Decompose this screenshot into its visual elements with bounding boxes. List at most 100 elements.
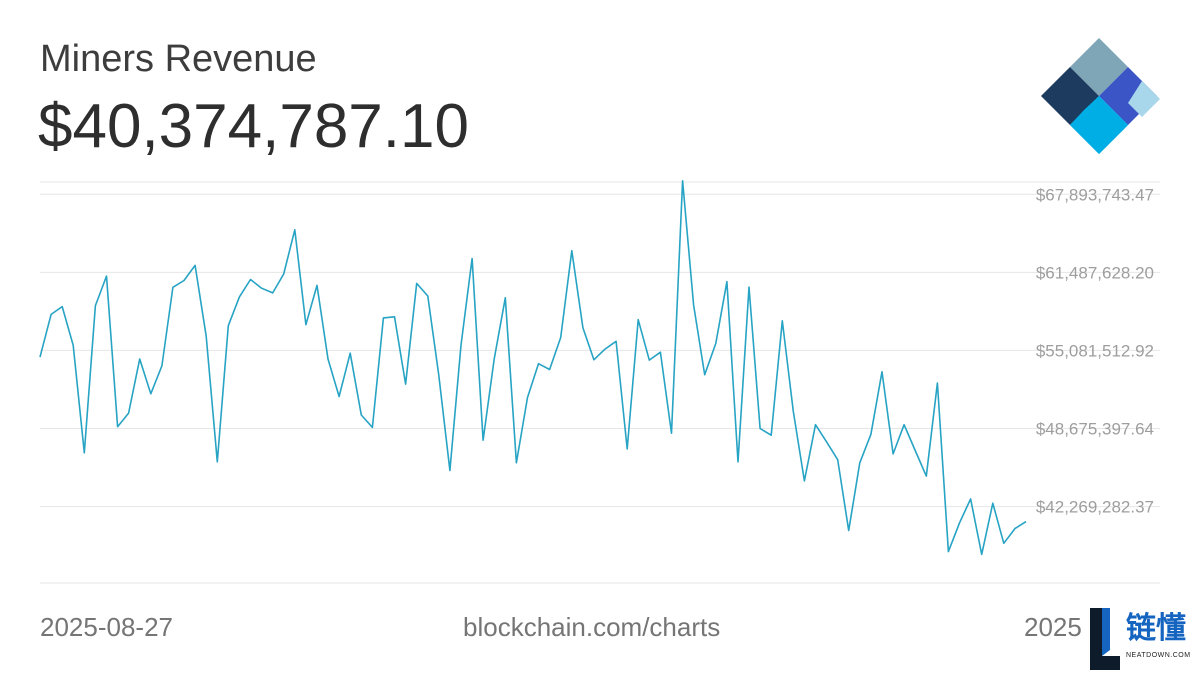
current-value: $40,374,787.10: [38, 92, 469, 161]
logo-diamond-far-right: [1128, 81, 1160, 117]
data-point: [748, 286, 750, 288]
data-point: [205, 335, 207, 337]
data-point: [394, 316, 396, 318]
data-point: [382, 317, 384, 319]
data-point: [959, 522, 961, 524]
data-point: [161, 365, 163, 367]
data-point: [172, 286, 174, 288]
data-point: [194, 264, 196, 266]
data-point: [471, 258, 473, 260]
data-point: [150, 393, 152, 395]
data-point: [61, 306, 63, 308]
data-point: [759, 428, 761, 430]
data-point: [571, 250, 573, 252]
data-point: [837, 459, 839, 461]
data-point: [538, 363, 540, 365]
data-point: [693, 304, 695, 306]
data-point: [803, 480, 805, 482]
data-point: [1003, 542, 1005, 544]
data-point: [604, 348, 606, 350]
x-axis-end-label: 2025: [1024, 614, 1082, 640]
data-point: [1025, 521, 1027, 523]
data-point: [117, 426, 119, 428]
data-point: [593, 359, 595, 361]
data-point: [39, 356, 41, 358]
data-point: [737, 461, 739, 463]
y-tick-label: $42,269,282.37: [1036, 498, 1154, 517]
data-point: [482, 439, 484, 441]
data-point: [349, 352, 351, 354]
logo-diamond-center: [1070, 96, 1128, 154]
data-point: [360, 414, 362, 416]
data-point: [238, 296, 240, 298]
data-point: [582, 327, 584, 329]
data-point: [615, 340, 617, 342]
y-tick-label: $61,487,628.20: [1036, 263, 1154, 282]
data-point: [338, 396, 340, 398]
data-point: [305, 324, 307, 326]
data-point: [272, 292, 274, 294]
data-point: [250, 279, 252, 281]
data-point: [682, 180, 684, 182]
data-point: [316, 284, 318, 286]
data-point: [560, 337, 562, 339]
data-point: [1014, 528, 1016, 530]
data-point: [72, 344, 74, 346]
blockchain-logo-icon: [1041, 38, 1160, 154]
data-point: [781, 320, 783, 322]
data-point: [216, 461, 218, 463]
data-point: [515, 462, 517, 464]
chart-title: Miners Revenue: [40, 38, 317, 80]
data-point: [826, 441, 828, 443]
data-point: [770, 434, 772, 436]
data-point: [128, 412, 130, 414]
data-point: [283, 273, 285, 275]
data-point: [792, 410, 794, 412]
x-axis-start-label: 2025-08-27: [40, 612, 173, 642]
data-point: [139, 358, 141, 360]
data-point: [704, 374, 706, 376]
data-point: [549, 369, 551, 371]
data-point: [405, 383, 407, 385]
data-point: [892, 453, 894, 455]
data-point: [106, 275, 108, 277]
watermark: 链懂 NEATDOWN.COM: [1084, 602, 1200, 675]
data-point: [626, 448, 628, 450]
data-point: [848, 530, 850, 532]
watermark-subtext: NEATDOWN.COM: [1126, 652, 1191, 659]
revenue-line-chart: $42,269,282.37 $48,675,397.64 $55,081,512.…: [39, 180, 1160, 584]
data-point: [504, 297, 506, 299]
data-point: [859, 462, 861, 464]
y-tick-label: $67,893,743.47: [1036, 185, 1154, 204]
data-point: [327, 358, 329, 360]
data-point: [371, 426, 373, 428]
data-point: [970, 498, 972, 500]
data-point: [881, 371, 883, 373]
series-line: [39, 180, 1027, 556]
data-point: [671, 432, 673, 434]
data-point: [183, 280, 185, 282]
data-point: [992, 502, 994, 504]
data-point: [83, 452, 85, 454]
data-point: [416, 282, 418, 284]
data-point: [94, 305, 96, 307]
watermark-text: 链懂: [1126, 611, 1186, 646]
data-point: [981, 553, 983, 555]
y-tick-label: $48,675,397.64: [1036, 420, 1154, 439]
data-point: [715, 342, 717, 344]
data-point: [925, 475, 927, 477]
data-point: [947, 551, 949, 553]
data-point: [637, 319, 639, 321]
data-point: [527, 397, 529, 399]
source-link[interactable]: blockchain.com/charts: [463, 612, 721, 642]
data-point: [460, 344, 462, 346]
y-tick-label: $55,081,512.92: [1036, 341, 1154, 360]
data-point: [870, 433, 872, 435]
data-point: [493, 358, 495, 360]
data-point: [50, 313, 52, 315]
data-point: [261, 287, 263, 289]
data-point: [903, 424, 905, 426]
data-point: [427, 295, 429, 297]
data-point: [815, 424, 817, 426]
data-point: [449, 470, 451, 472]
